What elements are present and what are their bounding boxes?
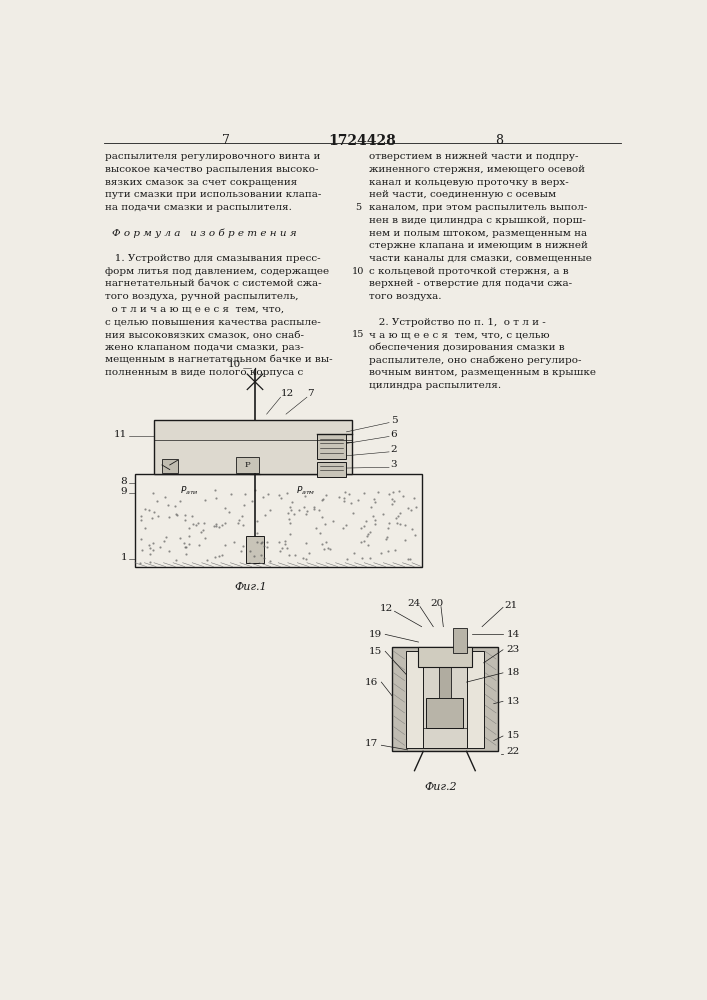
Text: о т л и ч а ю щ е е с я  тем, что,: о т л и ч а ю щ е е с я тем, что, — [105, 305, 284, 314]
Bar — [392, 647, 498, 751]
Bar — [154, 420, 352, 474]
Text: 3: 3 — [391, 460, 397, 469]
Text: Ф о р м у л а   и з о б р е т е н и я: Ф о р м у л а и з о б р е т е н и я — [112, 229, 296, 238]
Text: форм литья под давлением, содержащее: форм литья под давлением, содержащее — [105, 267, 329, 276]
Text: мещенным в нагнетательном бачке и вы-: мещенным в нагнетательном бачке и вы- — [105, 356, 333, 365]
Text: 1. Устройство для смазывания пресс-: 1. Устройство для смазывания пресс- — [105, 254, 321, 263]
Text: Фиг.2: Фиг.2 — [425, 782, 457, 792]
Text: нен в виде цилиндра с крышкой, порш-: нен в виде цилиндра с крышкой, порш- — [369, 216, 586, 225]
Text: нем и полым штоком, размещенным на: нем и полым штоком, размещенным на — [369, 229, 587, 238]
Bar — [438, 651, 451, 698]
Text: 9: 9 — [120, 487, 127, 496]
Text: ния высоковязких смазок, оно снаб-: ния высоковязких смазок, оно снаб- — [105, 330, 305, 339]
Text: 12: 12 — [281, 389, 294, 398]
Text: жиненного стержня, имеющего осевой: жиненного стержня, имеющего осевой — [369, 165, 585, 174]
Text: 8: 8 — [120, 477, 127, 486]
Bar — [418, 647, 472, 667]
Text: верхней - отверстие для подачи сжа-: верхней - отверстие для подачи сжа- — [369, 279, 572, 288]
Text: 1724428: 1724428 — [328, 134, 396, 148]
Text: 10: 10 — [352, 267, 364, 276]
Text: Фиг.1: Фиг.1 — [235, 582, 267, 592]
Text: 17: 17 — [365, 739, 378, 748]
Text: 12: 12 — [380, 604, 393, 613]
Text: 1: 1 — [120, 553, 127, 562]
Text: 15: 15 — [352, 330, 364, 339]
Text: $P_{атм}$: $P_{атм}$ — [296, 485, 315, 497]
Text: распылителя регулировочного винта и: распылителя регулировочного винта и — [105, 152, 321, 161]
Text: на подачи смазки и распылителя.: на подачи смазки и распылителя. — [105, 203, 292, 212]
Text: 10: 10 — [228, 360, 241, 369]
Bar — [162, 459, 177, 473]
Bar — [452, 628, 467, 653]
Bar — [426, 698, 464, 728]
Text: 5: 5 — [391, 416, 397, 425]
Bar — [135, 474, 421, 567]
Text: 2. Устройство по п. 1,  о т л и -: 2. Устройство по п. 1, о т л и - — [369, 318, 546, 327]
Text: 11: 11 — [114, 430, 127, 439]
Text: 18: 18 — [506, 668, 520, 677]
Text: 16: 16 — [365, 678, 378, 687]
Text: 15: 15 — [506, 732, 520, 740]
Text: обеспечения дозирования смазки в: обеспечения дозирования смазки в — [369, 343, 565, 352]
Text: с кольцевой проточкой стержня, а в: с кольцевой проточкой стержня, а в — [369, 267, 568, 276]
Text: части каналы для смазки, совмещенные: части каналы для смазки, совмещенные — [369, 254, 592, 263]
Text: 8: 8 — [495, 134, 503, 147]
Text: 19: 19 — [368, 630, 382, 639]
Text: высокое качество распыления высоко-: высокое качество распыления высоко- — [105, 165, 319, 174]
Text: канал и кольцевую проточку в верх-: канал и кольцевую проточку в верх- — [369, 178, 568, 187]
Text: стержне клапана и имеющим в нижней: стержне клапана и имеющим в нижней — [369, 241, 588, 250]
Text: 6: 6 — [391, 430, 397, 439]
Text: 24: 24 — [407, 599, 421, 608]
Text: 21: 21 — [504, 601, 518, 610]
Text: распылителе, оно снабжено регулиро-: распылителе, оно снабжено регулиро- — [369, 356, 581, 365]
Bar — [406, 651, 484, 748]
Text: нагнетательный бачок с системой сжа-: нагнетательный бачок с системой сжа- — [105, 279, 322, 288]
Text: того воздуха.: того воздуха. — [369, 292, 441, 301]
Text: 7: 7 — [221, 134, 230, 147]
Text: $P_{ати}$: $P_{ати}$ — [180, 485, 199, 497]
Text: 23: 23 — [506, 645, 520, 654]
Text: 14: 14 — [506, 630, 520, 639]
Text: 20: 20 — [431, 599, 444, 608]
Text: ней части, соединенную с осевым: ней части, соединенную с осевым — [369, 190, 556, 199]
Text: жено клапаном подачи смазки, раз-: жено клапаном подачи смазки, раз- — [105, 343, 304, 352]
Text: с целью повышения качества распыле-: с целью повышения качества распыле- — [105, 318, 321, 327]
Bar — [317, 434, 346, 459]
Bar — [317, 462, 346, 477]
Text: 2: 2 — [391, 445, 397, 454]
Text: цилиндра распылителя.: цилиндра распылителя. — [369, 381, 501, 390]
Text: ч а ю щ е е с я  тем, что, с целью: ч а ю щ е е с я тем, что, с целью — [369, 330, 549, 339]
Text: 5: 5 — [355, 203, 361, 212]
Bar — [235, 457, 259, 473]
Text: каналом, при этом распылитель выпол-: каналом, при этом распылитель выпол- — [369, 203, 588, 212]
Text: 13: 13 — [506, 697, 520, 706]
Text: 7: 7 — [307, 389, 313, 398]
Text: полненным в виде полого корпуса с: полненным в виде полого корпуса с — [105, 368, 304, 377]
Text: того воздуха, ручной распылитель,: того воздуха, ручной распылитель, — [105, 292, 299, 301]
Text: вязких смазок за счет сокращения: вязких смазок за счет сокращения — [105, 178, 298, 187]
Text: P: P — [245, 461, 250, 469]
Bar — [247, 536, 264, 563]
Text: вочным винтом, размещенным в крышке: вочным винтом, размещенным в крышке — [369, 368, 596, 377]
Bar — [423, 651, 467, 748]
Text: отверстием в нижней части и подпру-: отверстием в нижней части и подпру- — [369, 152, 578, 161]
Text: пути смазки при использовании клапа-: пути смазки при использовании клапа- — [105, 190, 322, 199]
Text: 22: 22 — [506, 747, 520, 756]
Text: 15: 15 — [368, 647, 382, 656]
